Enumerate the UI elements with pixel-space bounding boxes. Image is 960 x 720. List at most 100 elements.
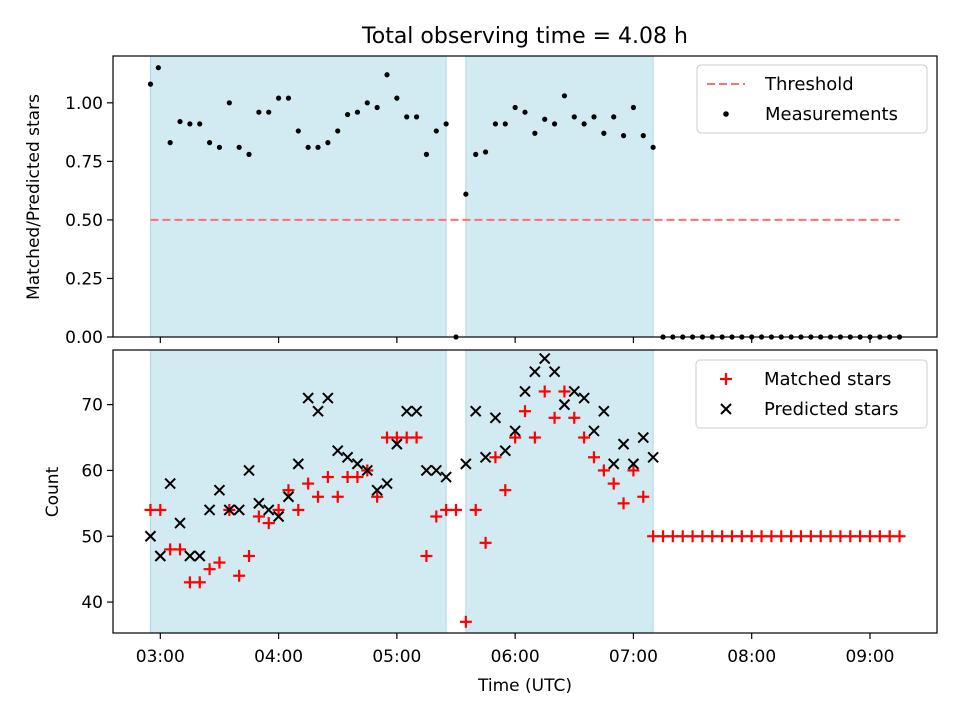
measurement-point	[187, 121, 193, 127]
predicted-star-point	[558, 398, 571, 411]
x-tick-label: 03:00	[136, 647, 185, 667]
measurement-point	[384, 72, 390, 78]
matched-star-point	[607, 477, 620, 490]
x-axis-label: Time (UTC)	[477, 676, 572, 696]
top-axis-ticks: 0.00 0.25 0.50 0.75 1.00	[65, 94, 871, 348]
measurement-point	[630, 104, 637, 111]
measurement-point	[206, 140, 213, 146]
matched-star-point	[578, 431, 591, 444]
measurement-point	[394, 95, 400, 101]
matched-star-point	[312, 490, 325, 503]
matched-star-point	[459, 615, 472, 628]
predicted-star-point	[440, 471, 452, 483]
measurement-point	[354, 109, 361, 115]
measurement-point	[502, 121, 508, 127]
measurement-point	[611, 114, 617, 120]
x-tick-label: 08:00	[727, 647, 776, 667]
predicted-star-point	[341, 451, 354, 463]
predicted-star-point	[509, 425, 521, 437]
x-tick-label: 06:00	[491, 647, 540, 667]
matched-star-point	[469, 503, 482, 516]
measurement-point	[197, 121, 203, 127]
predicted-star-point	[391, 438, 403, 450]
top-y-tick-label: 0.75	[65, 152, 103, 172]
legend-threshold-label: Threshold	[764, 74, 854, 95]
measurement-point	[216, 144, 223, 150]
x-tick-label: 09:00	[845, 647, 894, 667]
predicted-star-point	[401, 405, 413, 417]
predicted-star-point	[302, 392, 314, 404]
predicted-star-point	[223, 504, 236, 516]
predicted-star-point	[332, 444, 344, 457]
measurement-point	[591, 114, 597, 120]
measurement-point	[463, 191, 469, 197]
matched-star-point	[203, 563, 216, 576]
predicted-star-point	[253, 497, 265, 510]
measurement-point	[147, 81, 154, 87]
legend-measurements-label: Measurements	[765, 104, 898, 125]
matched-star-point	[292, 503, 305, 516]
predicted-star-point	[164, 477, 176, 490]
bottom-plot-area	[144, 352, 906, 628]
matched-star-point	[371, 490, 384, 503]
matched-star-point	[509, 431, 522, 444]
top-y-tick-label: 0.25	[65, 269, 103, 289]
matched-star-point	[893, 530, 906, 543]
chart-title: Total observing time = 4.08 h	[361, 24, 688, 49]
measurement-point	[492, 121, 499, 127]
measurement-point	[236, 144, 242, 150]
matched-star-point	[558, 385, 571, 398]
measurement-point	[285, 95, 292, 101]
measurement-point	[295, 128, 301, 134]
ratio-panel: Total observing time = 4.08 h 0.000.250.…	[24, 24, 938, 348]
predicted-star-point	[499, 444, 511, 457]
matched-star-point	[213, 556, 226, 569]
matched-star-point	[587, 451, 600, 464]
matched-star-point	[272, 503, 285, 516]
matched-star-point	[519, 405, 531, 418]
bottom-y-tick-label: 50	[81, 527, 103, 547]
matched-star-point	[479, 536, 492, 549]
matched-star-point	[597, 464, 610, 477]
matched-star-point	[637, 490, 650, 503]
top-y-tick-label: 1.00	[65, 94, 103, 114]
shaded-region	[465, 349, 654, 634]
predicted-star-point	[351, 458, 364, 470]
predicted-star-point	[203, 504, 216, 516]
measurement-point	[620, 133, 627, 139]
legend-matched-marker	[720, 373, 732, 385]
measurement-point	[404, 114, 410, 120]
predicted-star-point	[568, 385, 580, 398]
predicted-star-point	[154, 550, 167, 562]
predicted-star-point	[174, 517, 186, 529]
legend-predicted-label: Predicted stars	[764, 399, 898, 420]
measurement-point	[561, 93, 568, 99]
predicted-star-point	[617, 438, 630, 450]
measurement-point	[344, 111, 351, 118]
top-shaded-regions	[149, 55, 654, 338]
predicted-star-point	[263, 504, 275, 516]
measurement-point	[246, 151, 252, 157]
predicted-star-point	[627, 458, 640, 470]
bottom-legend: Matched stars Predicted stars	[695, 359, 928, 429]
shaded-region	[465, 55, 654, 338]
top-y-axis-label: Matched/Predicted stars	[24, 94, 44, 300]
top-legend-box	[696, 64, 928, 134]
count-panel: 40 50 60 70 03:00 04:00 05:00 06:00 07:00 08:00 09…	[43, 349, 938, 696]
measurement-point	[256, 109, 262, 115]
measurement-point	[542, 116, 548, 122]
matched-star-point	[568, 411, 581, 424]
matched-star-point	[410, 431, 423, 444]
x-tick-label: 05:00	[372, 647, 421, 667]
predicted-star-point	[470, 405, 482, 417]
measurement-point	[581, 121, 587, 127]
predicted-star-point	[410, 405, 423, 417]
predicted-star-point	[460, 458, 472, 470]
predicted-star-point	[381, 477, 393, 490]
measurement-point	[335, 128, 341, 134]
legend-measurements-marker	[723, 111, 729, 117]
predicted-star-point	[479, 451, 492, 463]
matched-star-point	[627, 464, 640, 477]
measurement-point	[571, 114, 577, 120]
measurement-point	[305, 144, 311, 150]
